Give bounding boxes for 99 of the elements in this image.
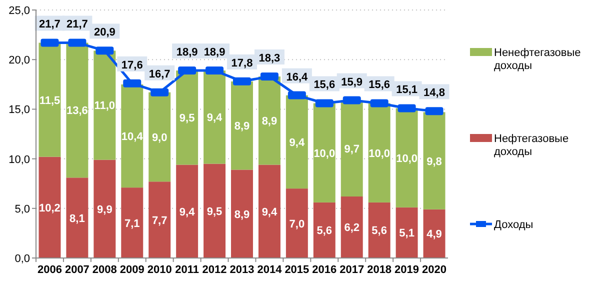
x-tick-label: 2020 (422, 264, 447, 276)
bar (121, 188, 144, 258)
x-tick-label: 2017 (340, 264, 364, 276)
data-label: 6,2 (344, 222, 360, 234)
bar (204, 70, 226, 164)
data-label: 21,7 (39, 18, 60, 31)
data-label: 20,9 (94, 26, 116, 39)
data-label: 9,5 (179, 112, 195, 125)
data-label: 9,5 (206, 206, 222, 218)
data-label: 9,7 (344, 143, 360, 156)
x-tick-label: 2010 (147, 264, 172, 276)
bar (368, 103, 390, 202)
data-label: 11,0 (94, 100, 116, 112)
data-label: 13,6 (66, 105, 88, 118)
y-tick-label: 15,0 (8, 104, 30, 116)
data-label: 18,9 (176, 46, 198, 59)
y-tick-label: 25,0 (8, 5, 30, 17)
data-label: 18,3 (258, 52, 280, 64)
data-label: 16,4 (286, 71, 309, 84)
data-label: 10,0 (396, 152, 418, 165)
bar (204, 164, 226, 258)
x-tick-label: 2007 (64, 264, 90, 276)
data-label: 5,1 (399, 228, 414, 240)
data-label: 11,5 (39, 94, 60, 107)
data-label: 9,4 (206, 112, 224, 124)
x-tick-label: 2006 (37, 264, 62, 276)
data-label: 9,8 (426, 156, 442, 168)
bar (258, 76, 280, 165)
data-label: 10,0 (368, 148, 390, 160)
bar (176, 164, 198, 258)
data-label: 8,9 (234, 120, 250, 133)
bar (396, 108, 418, 208)
bar (121, 84, 144, 188)
data-label: 9,4 (179, 206, 196, 218)
data-label: 14,8 (424, 87, 445, 100)
data-label: 17,8 (231, 57, 253, 70)
x-tick-label: 2009 (120, 264, 144, 276)
bar (231, 170, 253, 258)
data-label: 9,4 (262, 206, 278, 218)
data-label: 7,7 (152, 214, 168, 227)
data-label: 8,1 (70, 212, 85, 225)
x-tick-label: 2008 (92, 264, 117, 276)
x-tick-label: 2013 (230, 264, 254, 276)
data-label: 16,7 (148, 68, 170, 80)
x-tick-label: 2012 (202, 264, 227, 276)
data-label: 8,9 (262, 116, 278, 128)
x-tick-label: 2019 (394, 264, 420, 276)
legend-label: Нефтегазовые доходы (494, 133, 569, 158)
bar (340, 100, 363, 196)
bar (313, 202, 336, 258)
bar (176, 70, 198, 165)
bar (66, 42, 88, 178)
legend-label: Ненефтегазовые доходы (494, 47, 581, 72)
bar (396, 207, 418, 258)
bar (148, 92, 171, 182)
data-label: 9,9 (97, 204, 112, 216)
bar (231, 81, 253, 170)
bar (148, 182, 171, 258)
y-tick-label: 20,0 (8, 54, 30, 67)
data-label: 17,6 (121, 59, 143, 72)
data-label: 15,9 (341, 76, 363, 88)
x-tick-label: 2014 (257, 264, 283, 276)
data-label: 18,9 (204, 46, 226, 59)
y-tick-label: 0,0 (14, 253, 30, 265)
bar (286, 188, 308, 258)
data-label: 9,4 (289, 136, 306, 149)
x-tick-label: 2016 (312, 264, 337, 276)
x-tick-label: 2015 (284, 264, 310, 276)
bar (258, 164, 280, 258)
y-tick-label: 10,0 (8, 154, 30, 166)
bar (313, 103, 336, 202)
bar (340, 196, 363, 258)
data-label: 10,0 (314, 148, 336, 160)
bar (66, 178, 88, 258)
data-label: 8,9 (234, 208, 250, 221)
data-label: 10,2 (39, 202, 60, 214)
legend-label: Доходы (494, 219, 534, 231)
data-label: 7,1 (124, 218, 140, 230)
bar (94, 160, 116, 258)
data-label: 5,6 (316, 225, 332, 238)
data-label: 15,1 (396, 84, 418, 96)
data-label: 7,0 (289, 218, 305, 230)
bar (368, 202, 390, 258)
bar (286, 95, 308, 189)
data-label: 15,6 (314, 79, 336, 92)
data-label: 15,6 (368, 79, 390, 92)
x-tick-label: 2018 (367, 264, 392, 276)
data-label: 5,6 (372, 225, 387, 238)
bar (38, 42, 61, 157)
bar (423, 112, 446, 210)
data-label: 10,4 (121, 130, 144, 143)
data-label: 9,0 (152, 132, 168, 144)
x-tick-label: 2011 (175, 264, 200, 276)
y-tick-label: 5,0 (14, 203, 30, 216)
data-label: 21,7 (66, 18, 88, 31)
bar (38, 156, 61, 258)
data-label: 4,9 (426, 228, 442, 241)
bar (423, 209, 446, 258)
bar (94, 50, 116, 160)
